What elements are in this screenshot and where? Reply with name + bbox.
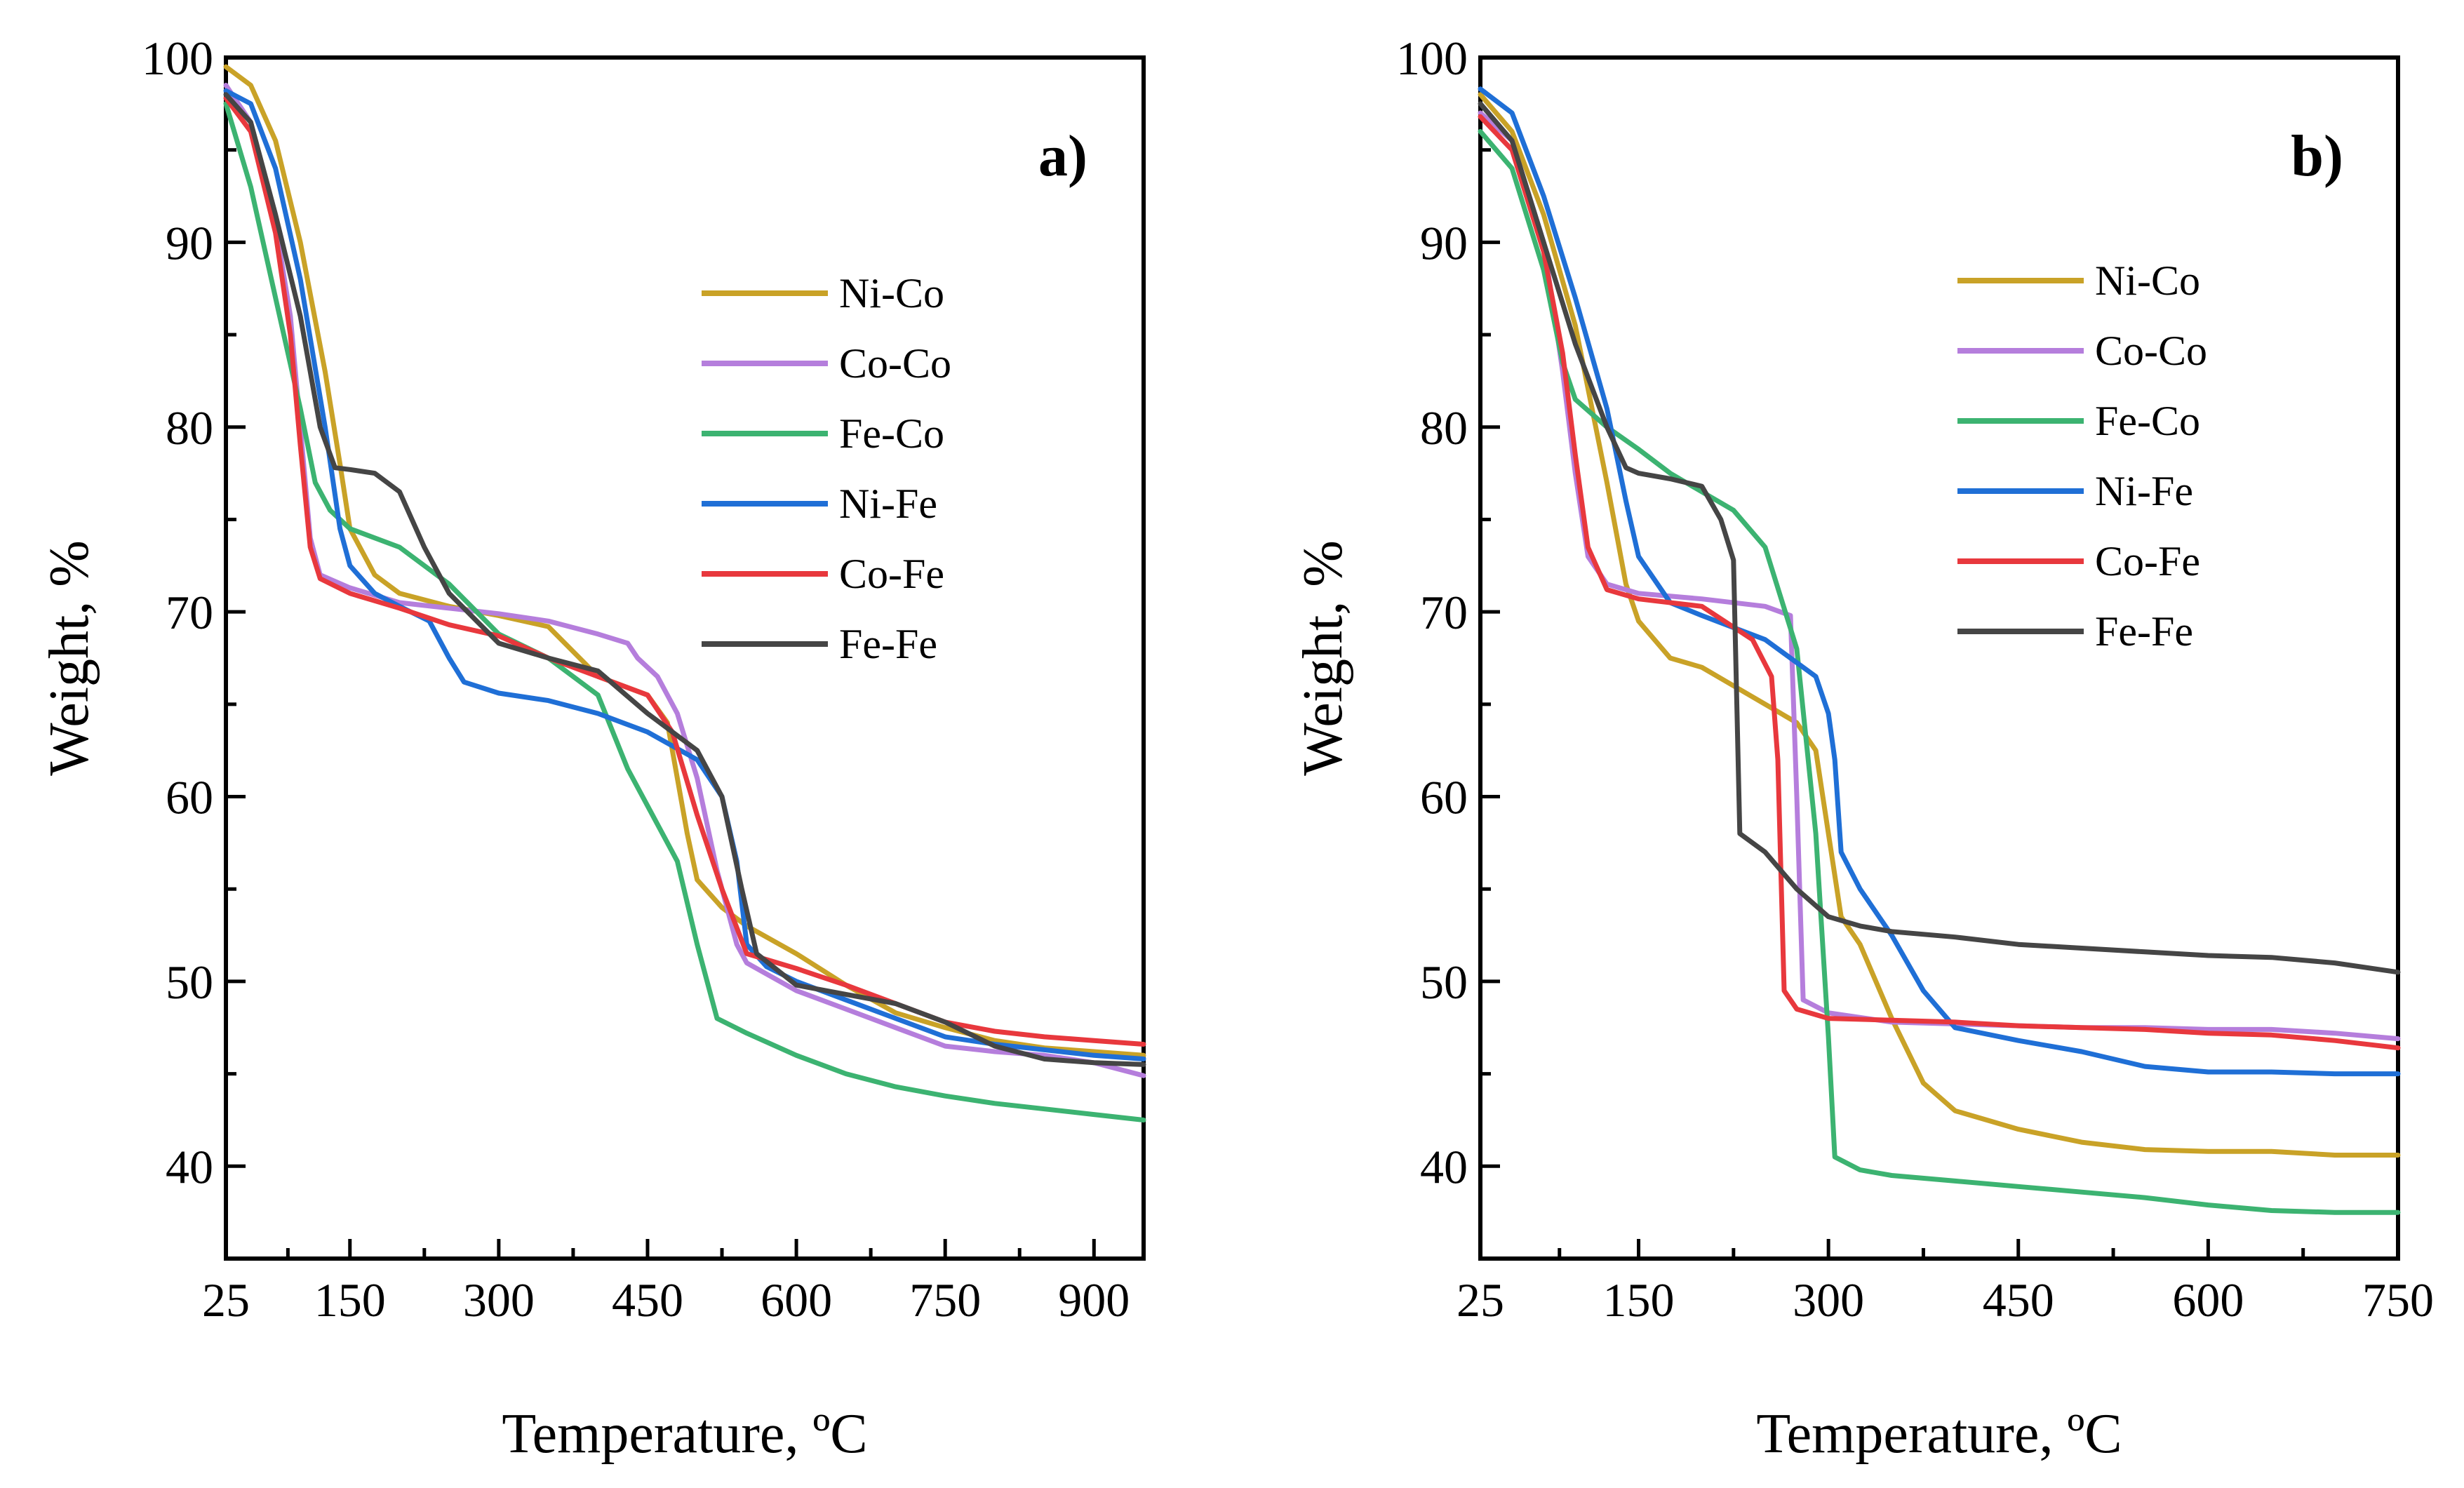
panel-b-series [1478,86,2401,1215]
panel-a-series-ni-fe [223,88,1146,1061]
panel-a-x-axis-title: Temperature, ºC [502,1403,867,1465]
panel-b-y-tick-label: 60 [1420,771,1468,824]
panel-a-x-tick-label: 900 [1058,1273,1130,1327]
panel-b-y-tick-label: 50 [1420,956,1468,1009]
panel-a-chart: a) Temperature, ºC Weight, % 25 150 300 450… [39,32,1146,1465]
panel-b-series-fe-fe [1478,101,2401,975]
panel-a-legend: Ni-Co Co-Co Fe-Co Ni-Fe Co-Fe Fe-Fe [702,270,951,667]
panel-a-series-fe-fe [223,92,1146,1067]
panel-a-y-tick-label: 50 [166,956,213,1009]
panel-a-ticks: 25 150 300 450 600 750 900 40 50 60 70 80 90 100 [142,32,1130,1327]
panel-a-series-ni-co [223,64,1146,1058]
panel-b-y-tick-label: 70 [1420,586,1468,639]
panel-a-legend-label: Ni-Fe [839,481,937,527]
panel-b-x-tick-label: 750 [2362,1273,2434,1327]
panel-b-series-co-co [1478,110,2401,1042]
panel-a-x-tick-label: 750 [909,1273,981,1327]
panel-b-x-tick-label: 25 [1457,1273,1504,1327]
panel-a-x-tick-label: 150 [314,1273,386,1327]
panel-a-series [223,64,1146,1122]
panel-a-x-tick-label: 450 [612,1273,683,1327]
panel-b-y-tick-label: 80 [1420,401,1468,455]
panel-b-y-tick-label: 90 [1420,216,1468,269]
panel-b-x-tick-label: 150 [1603,1273,1675,1327]
panel-a-y-tick-label: 90 [166,216,213,269]
panel-b-x-tick-label: 300 [1793,1273,1864,1327]
panel-a-legend-label: Co-Co [839,340,951,387]
panel-b-series-co-fe [1478,114,2401,1051]
panel-a-series-fe-co [223,101,1146,1122]
panel-b-chart: b) Temperature, ºC Weight, % 25 150 300 450… [1292,32,2434,1465]
panel-a-y-tick-label: 40 [166,1140,213,1193]
panel-b-y-tick-label: 40 [1420,1140,1468,1193]
panel-a-y-axis-title: Weight, % [39,540,100,776]
panel-a-y-tick-label: 60 [166,771,213,824]
panel-a-y-tick-label: 70 [166,586,213,639]
panel-b-x-tick-label: 450 [1983,1273,2054,1327]
panel-a-y-tick-label: 100 [142,32,213,85]
panel-a-legend-label: Ni-Co [839,270,944,316]
panel-b-tag: b) [2291,123,2343,189]
panel-b-legend-label: Fe-Co [2095,398,2200,444]
panel-a-y-tick-label: 80 [166,401,213,455]
panel-a-x-tick-label: 300 [463,1273,535,1327]
panel-b-series-ni-fe [1478,86,2401,1077]
panel-b-x-tick-label: 600 [2172,1273,2244,1327]
panel-b-frame [1478,55,2400,1261]
panel-a-frame [224,55,1146,1261]
panel-b-y-tick-label: 100 [1396,32,1468,85]
panel-b-legend-label: Ni-Fe [2095,468,2193,514]
panel-a-legend-label: Fe-Co [839,410,944,457]
panel-b-y-axis-title: Weight, % [1292,540,1354,776]
panel-a-tag: a) [1038,123,1087,189]
panel-b-ticks: 25 150 300 450 600 750 40 50 60 70 80 90 100 [1396,32,2434,1327]
panel-a-legend-label: Fe-Fe [839,621,937,667]
panel-b-legend: Ni-Co Co-Co Fe-Co Ni-Fe Co-Fe Fe-Fe [1957,257,2207,655]
panel-a-legend-label: Co-Fe [839,551,944,597]
panel-a-x-tick-label: 25 [202,1273,250,1327]
panel-b-x-axis-title: Temperature, ºC [1756,1403,2122,1465]
panel-b-legend-label: Co-Fe [2095,538,2200,584]
panel-b-legend-label: Fe-Fe [2095,608,2193,655]
panel-b-legend-label: Co-Co [2095,328,2207,374]
panel-a-x-tick-label: 600 [761,1273,832,1327]
panel-b-legend-label: Ni-Co [2095,257,2200,304]
panel-b-series-ni-co [1478,92,2401,1158]
panel-b-series-fe-co [1478,128,2401,1215]
